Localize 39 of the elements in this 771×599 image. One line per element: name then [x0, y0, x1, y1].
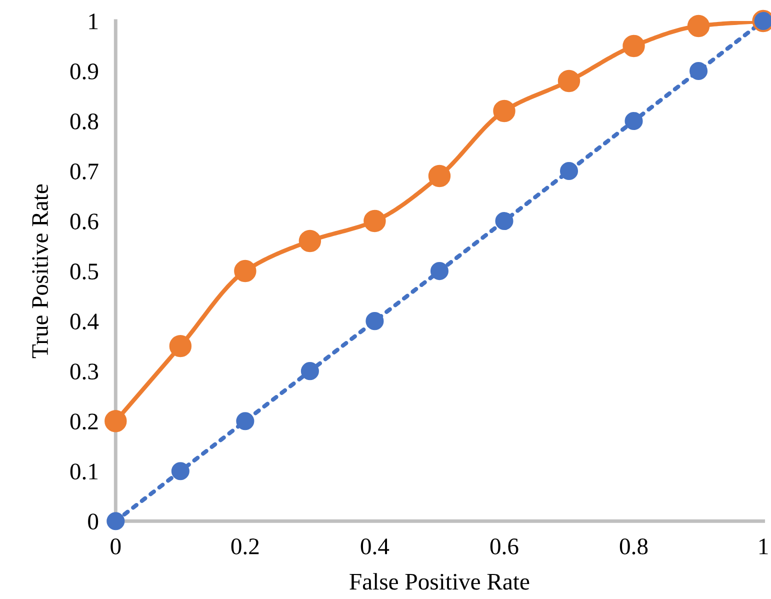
x-tick-label: 0.2	[231, 538, 259, 555]
y-tick-label: 0.7	[70, 164, 98, 180]
point	[687, 14, 710, 38]
point	[428, 164, 451, 188]
y-tick-label: 0.1	[70, 464, 98, 480]
y-tick-label: 0.3	[70, 364, 98, 380]
point	[236, 412, 254, 430]
point	[298, 230, 322, 252]
x-tick-label: 0.4	[360, 538, 390, 555]
y-tick-label: 0.6	[70, 214, 98, 230]
point	[624, 112, 643, 130]
y-axis-title: True Positive Rate	[32, 184, 48, 358]
point	[104, 410, 127, 432]
point	[622, 34, 645, 58]
point	[495, 212, 514, 230]
point	[560, 162, 578, 180]
y-tick-label: 0.8	[70, 113, 98, 130]
point	[364, 210, 386, 232]
x-tick-label: 0	[110, 538, 121, 554]
y-tick-label: 1	[89, 14, 98, 30]
x-tick-label: 0.8	[620, 538, 648, 555]
point	[366, 312, 384, 330]
y-tick-label: 0.2	[70, 414, 98, 430]
point	[234, 260, 256, 282]
point	[430, 262, 448, 280]
y-tick-label: 0.5	[70, 264, 98, 280]
point	[171, 462, 190, 480]
y-tick-label: 0	[88, 514, 98, 530]
y-tick-label: 0.4	[70, 314, 99, 330]
point	[169, 334, 192, 358]
x-tick-label: 1	[759, 538, 768, 554]
point	[558, 70, 580, 92]
point	[106, 512, 125, 530]
point	[493, 100, 516, 122]
x-tick-label: 0.6	[490, 538, 518, 555]
y-tick-label: 0.9	[70, 63, 98, 80]
point	[300, 362, 319, 380]
point	[690, 62, 708, 80]
x-axis-title: False Positive Rate	[350, 573, 530, 590]
